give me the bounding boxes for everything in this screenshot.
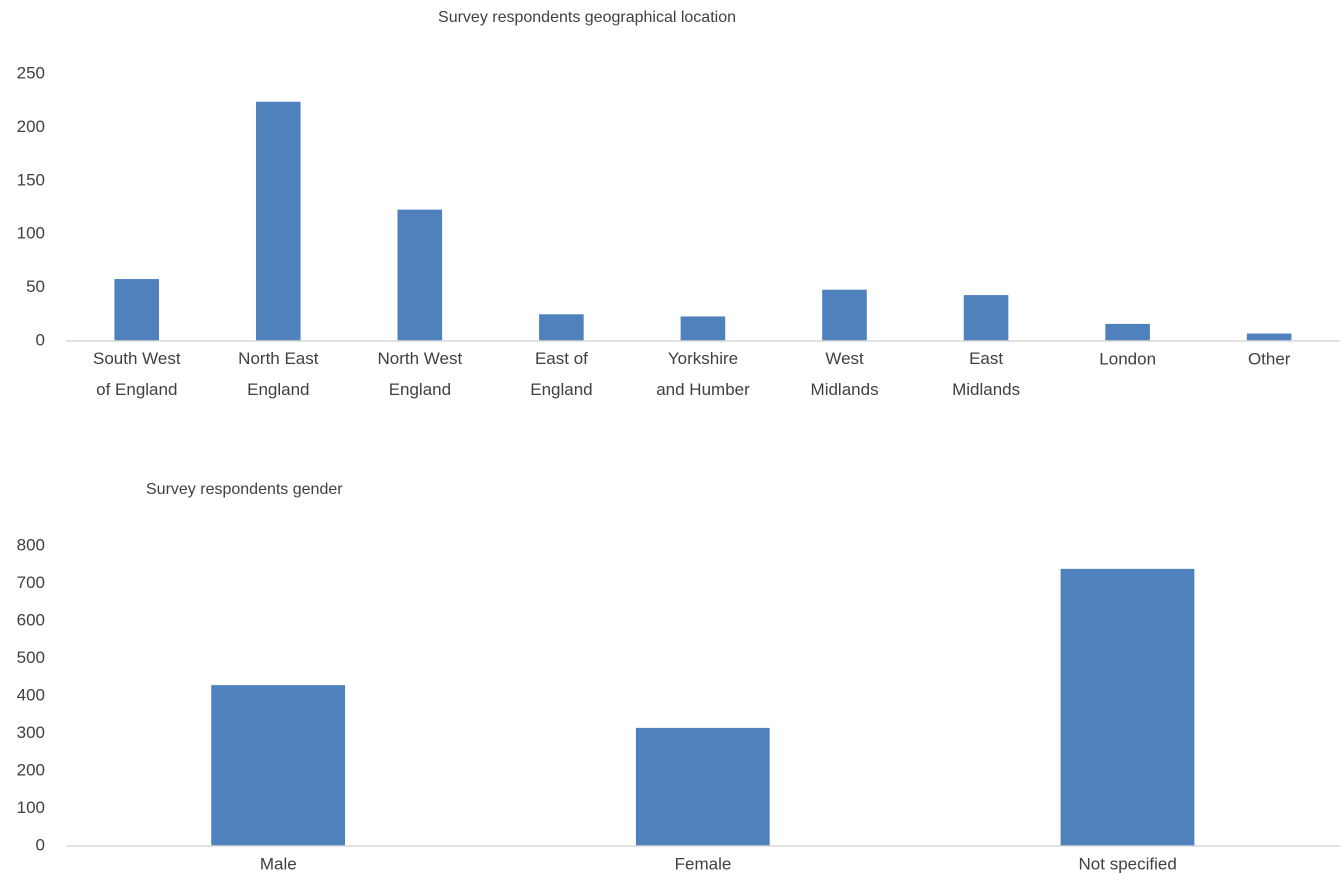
- y-tick-label: 400: [17, 685, 45, 704]
- x-tick-label: North East England: [238, 349, 319, 399]
- y-tick-label: 250: [17, 63, 45, 82]
- bar: [822, 289, 867, 341]
- bar: [539, 314, 584, 341]
- y-tick-label: 200: [17, 760, 45, 779]
- y-tick-label: 300: [17, 723, 45, 742]
- x-tick-label: North West England: [378, 349, 463, 399]
- bar: [1105, 323, 1150, 341]
- bar: [211, 685, 346, 846]
- y-tick-label: 700: [17, 573, 45, 592]
- bar: [397, 209, 443, 341]
- y-tick-label: 500: [17, 648, 45, 667]
- y-tick-label: 600: [17, 610, 45, 629]
- y-tick-label: 100: [17, 798, 45, 817]
- y-tick-label: 0: [36, 330, 45, 349]
- x-tick-label: East of England: [530, 349, 592, 399]
- x-tick-label: West Midlands: [811, 349, 879, 399]
- bar: [680, 316, 726, 341]
- x-tick-label: London: [1099, 349, 1156, 368]
- y-tick-label: 150: [17, 170, 45, 189]
- x-tick-label: Yorkshire and Humber: [656, 349, 750, 399]
- chart-title: Survey respondents gender: [146, 481, 343, 498]
- y-tick-label: 200: [17, 117, 45, 136]
- x-tick-label: Other: [1248, 349, 1291, 368]
- y-tick-label: 800: [17, 535, 45, 554]
- x-tick-label: East Midlands: [952, 349, 1020, 399]
- y-tick-label: 50: [26, 277, 45, 296]
- bar: [1060, 568, 1195, 846]
- chart-title: Survey respondents geographical location: [438, 9, 736, 26]
- bar: [963, 295, 1009, 341]
- bar: [255, 101, 301, 341]
- bar: [635, 727, 770, 846]
- y-tick-label: 0: [36, 835, 45, 854]
- bar: [1246, 333, 1292, 341]
- x-tick-label: Not specified: [1079, 854, 1177, 873]
- y-tick-label: 100: [17, 224, 45, 243]
- bar: [114, 279, 160, 341]
- x-tick-label: Female: [675, 854, 732, 873]
- x-tick-label: South West of England: [93, 349, 181, 399]
- x-tick-label: Male: [260, 854, 297, 873]
